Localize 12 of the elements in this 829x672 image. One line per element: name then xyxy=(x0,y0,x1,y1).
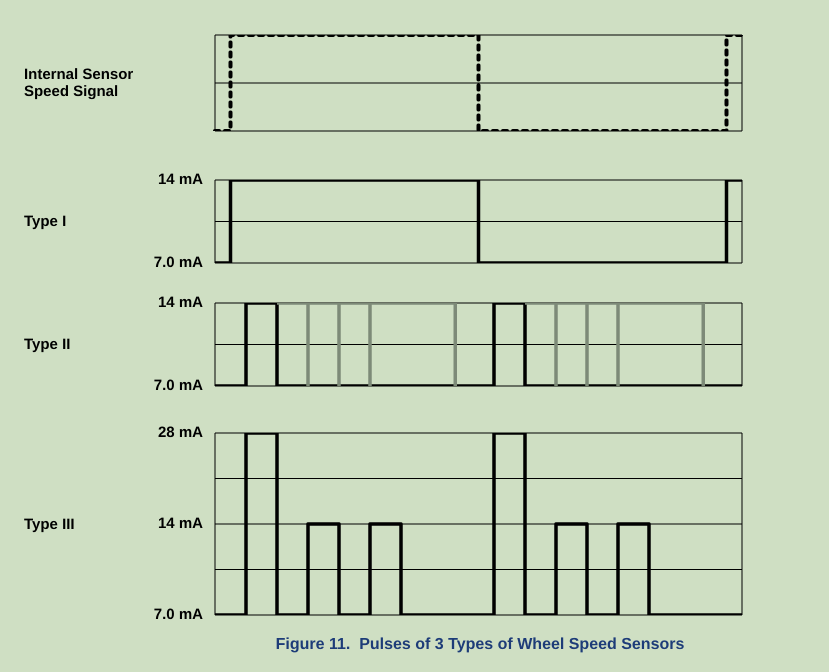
y-tick-label: 28 mA xyxy=(158,424,204,442)
y-axis-title: Internal Sensor Speed Signal xyxy=(24,65,134,102)
y-tick-label: 14 mA xyxy=(158,294,204,312)
y-axis-title: Type II xyxy=(24,336,70,353)
y-tick-label: 7.0 mA xyxy=(154,254,204,272)
y-tick-label: 7.0 mA xyxy=(154,606,204,624)
y-tick-label: 7.0 mA xyxy=(154,377,204,394)
y-tick-label: 14 mA xyxy=(158,171,204,188)
y-axis-title: Type III xyxy=(24,516,75,532)
caption: Figure 11. Pulses of 3 Types of Wheel Speed Sensors xyxy=(274,636,686,654)
y-tick-label: 14 mA xyxy=(158,515,204,532)
y-axis-title: Type I xyxy=(24,213,66,230)
